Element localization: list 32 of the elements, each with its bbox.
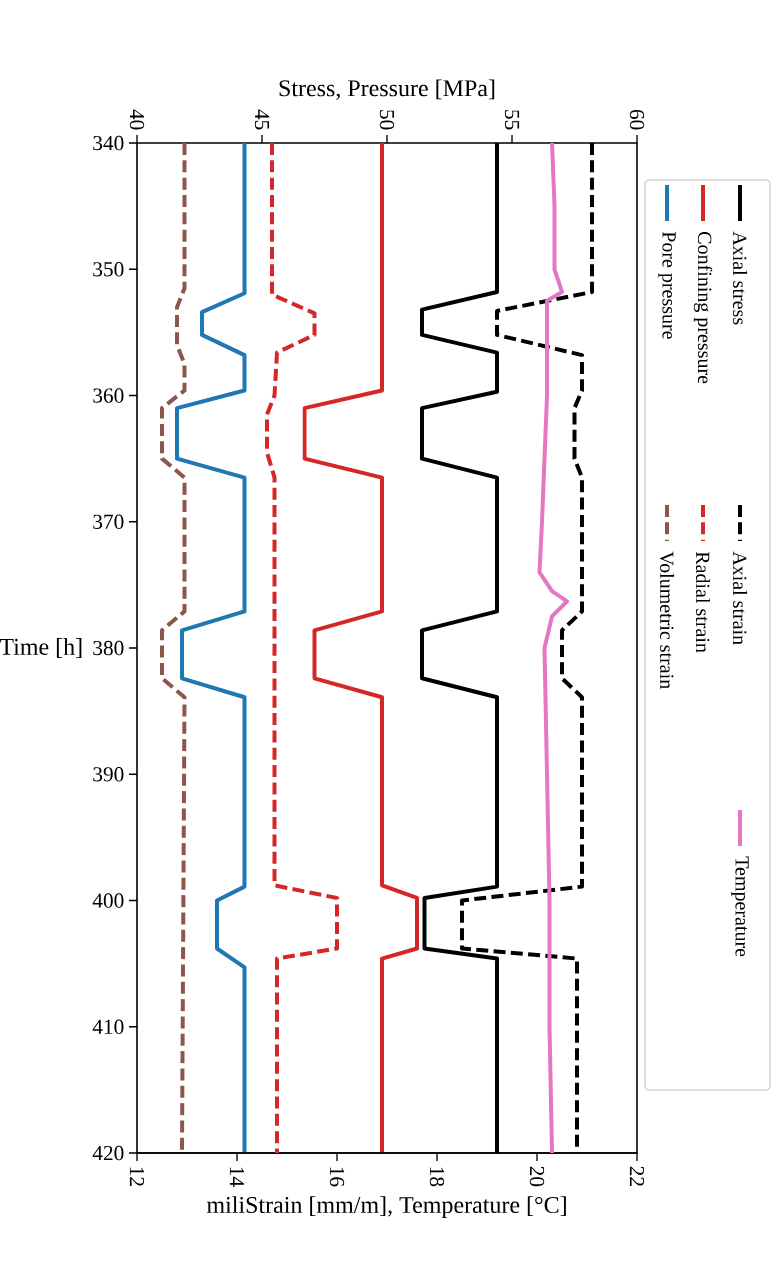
x-tick-label: 20	[529, 1166, 545, 1187]
x-tick-label: 16	[329, 1167, 345, 1187]
y-tick-label: 350	[93, 262, 124, 277]
legend-label: Temperature	[731, 856, 749, 957]
legend-label: Axial strain	[732, 551, 748, 645]
y-tick-label: 400	[92, 893, 124, 908]
x-tick-label: 12	[129, 1167, 145, 1186]
y-tick-label: 360	[93, 388, 124, 403]
legend-label: Volumetric strain	[659, 551, 675, 689]
x2-tick-label: 40	[129, 109, 145, 130]
line-series	[265, 143, 339, 1154]
line-series	[537, 143, 570, 1154]
legend-label: Axial stress	[732, 231, 748, 325]
x2-axis-title: Stress, Pressure [MPa]	[279, 79, 495, 100]
x-tick-label: 18	[429, 1167, 445, 1187]
legend-label: Pore pressure	[658, 231, 676, 339]
x-tick-label: 14	[229, 1167, 245, 1187]
y-tick-label: 380	[93, 640, 124, 656]
y-tick-label: 410	[92, 1019, 124, 1034]
x2-tick-label: 60	[629, 109, 645, 130]
x-axis-title: miliStrain [mm/m], Temperature [°C]	[206, 1196, 566, 1218]
x2-tick-label: 45	[254, 109, 270, 130]
legend-label: Radial strain	[695, 551, 711, 653]
y-tick-label: 370	[93, 514, 124, 529]
y-tick-label: 390	[93, 767, 124, 782]
legend-label: Confining pressure	[693, 232, 713, 384]
x-tick-label: 22	[629, 1166, 645, 1186]
y-tick-label: 420	[92, 1145, 124, 1161]
y-tick-label: 340	[93, 135, 124, 151]
x2-tick-label: 55	[504, 110, 520, 130]
x2-tick-label: 50	[379, 110, 395, 130]
y-axis-title: Time [h]	[0, 638, 82, 658]
